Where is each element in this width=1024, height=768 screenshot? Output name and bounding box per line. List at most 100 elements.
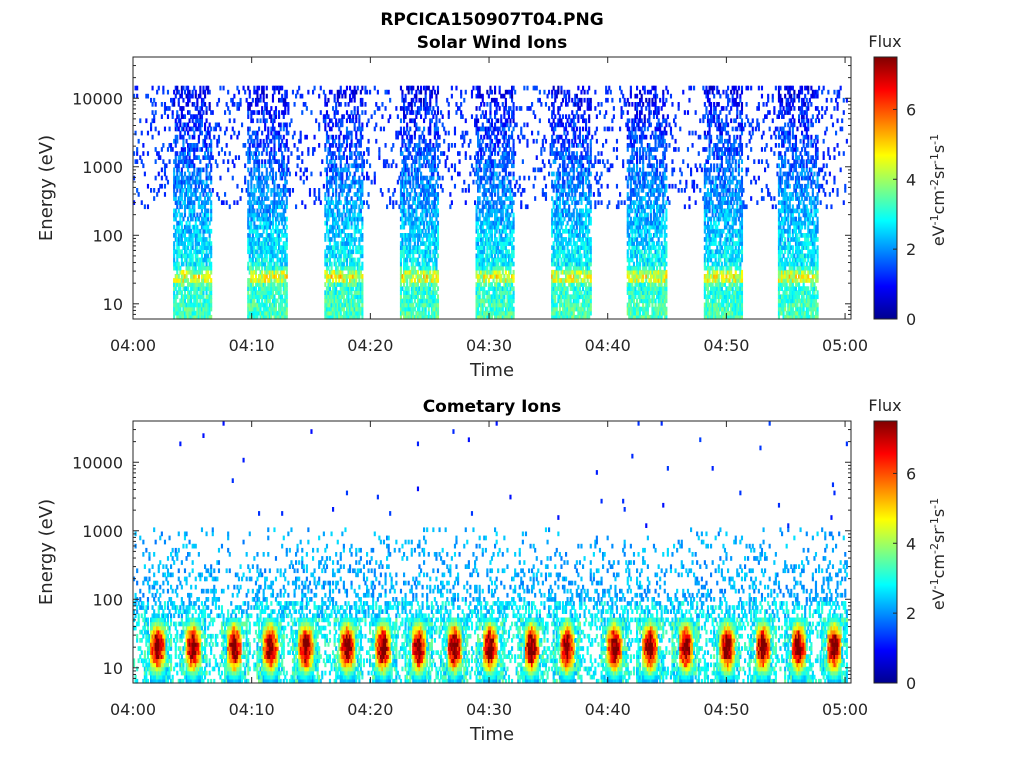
heatmap-cell bbox=[494, 290, 497, 295]
heatmap-cell bbox=[187, 204, 190, 210]
heatmap-cell bbox=[568, 216, 571, 222]
heatmap-cell bbox=[250, 257, 253, 263]
heatmap-cell bbox=[413, 245, 416, 250]
heatmap-cell bbox=[811, 302, 814, 308]
heatmap-cell bbox=[551, 294, 554, 300]
heatmap-cell bbox=[791, 282, 794, 287]
heatmap-cell bbox=[787, 208, 790, 214]
heatmap-cell bbox=[566, 257, 569, 263]
heatmap-cell bbox=[418, 274, 421, 279]
heatmap-cell bbox=[345, 306, 349, 312]
heatmap-cell bbox=[569, 302, 572, 308]
heatmap-cell bbox=[180, 294, 183, 300]
heatmap-cell bbox=[725, 208, 728, 214]
heatmap-cell bbox=[583, 212, 586, 218]
heatmap-cell bbox=[345, 282, 349, 287]
heatmap-cell bbox=[344, 245, 347, 250]
heatmap-cell bbox=[210, 306, 213, 312]
heatmap-cell bbox=[355, 294, 358, 300]
heatmap-cell bbox=[475, 298, 478, 304]
heatmap-cell bbox=[413, 265, 416, 271]
heatmap-cell bbox=[652, 261, 656, 267]
heatmap-cell bbox=[504, 286, 507, 291]
heatmap-cell bbox=[808, 269, 811, 275]
heatmap-cell bbox=[264, 212, 267, 218]
heatmap-cell bbox=[566, 265, 569, 271]
heatmap-cell bbox=[324, 212, 327, 218]
heatmap-cell bbox=[424, 282, 427, 287]
heatmap-cell bbox=[642, 286, 645, 291]
heatmap-cell bbox=[580, 310, 583, 316]
heatmap-cell bbox=[276, 241, 279, 246]
heatmap-cell bbox=[490, 274, 494, 279]
heatmap-cell bbox=[737, 278, 740, 283]
heatmap-cell bbox=[361, 216, 364, 222]
heatmap-cell bbox=[345, 278, 349, 283]
heatmap-cell bbox=[717, 278, 720, 283]
heatmap-cell bbox=[662, 257, 665, 263]
heatmap-cell bbox=[656, 241, 659, 246]
heatmap-cell bbox=[403, 237, 406, 242]
heatmap-cell bbox=[182, 278, 185, 283]
heatmap-cell bbox=[349, 302, 352, 308]
heatmap-cell bbox=[787, 253, 790, 259]
heatmap-cell bbox=[719, 241, 722, 246]
heatmap-cell bbox=[713, 274, 716, 279]
heatmap-cell bbox=[782, 220, 785, 226]
heatmap-cell bbox=[656, 278, 659, 283]
heatmap-cell bbox=[429, 269, 432, 275]
heatmap-cell bbox=[722, 302, 725, 308]
heatmap-cell bbox=[560, 282, 563, 287]
heatmap-cell bbox=[259, 278, 262, 283]
heatmap-cell bbox=[193, 274, 196, 279]
heatmap-cell bbox=[433, 237, 436, 242]
heatmap-cell bbox=[191, 212, 194, 218]
heatmap-cell bbox=[200, 314, 204, 320]
heatmap-cell bbox=[250, 224, 253, 230]
heatmap-cell bbox=[665, 274, 668, 279]
heatmap-cell bbox=[705, 310, 708, 316]
heatmap-cell bbox=[197, 261, 200, 267]
heatmap-cell bbox=[262, 245, 265, 250]
heatmap-cell bbox=[250, 208, 253, 214]
heatmap-cell bbox=[490, 245, 494, 250]
heatmap-cell bbox=[708, 265, 711, 271]
heatmap-cell bbox=[254, 274, 258, 279]
heatmap-cell bbox=[656, 257, 659, 263]
heatmap-cell bbox=[285, 282, 288, 287]
heatmap-cell bbox=[637, 306, 640, 312]
heatmap-cell bbox=[477, 274, 480, 279]
heatmap-cell bbox=[511, 228, 514, 234]
heatmap-cell bbox=[271, 237, 275, 242]
heatmap-cell bbox=[810, 298, 813, 304]
heatmap-cell bbox=[480, 208, 483, 214]
heatmap-cell bbox=[210, 245, 213, 250]
heatmap-cell bbox=[270, 282, 273, 287]
heatmap-cell bbox=[435, 224, 438, 230]
heatmap-cell bbox=[173, 253, 176, 259]
heatmap-cell bbox=[736, 310, 739, 316]
heatmap-cell bbox=[796, 220, 799, 226]
heatmap-cell bbox=[807, 224, 810, 230]
heatmap-cell bbox=[558, 282, 561, 287]
heatmap-cell bbox=[580, 216, 583, 222]
heatmap-cell bbox=[506, 274, 509, 279]
heatmap-cell bbox=[401, 224, 404, 230]
heatmap-cell bbox=[176, 265, 179, 271]
heatmap-cell bbox=[483, 282, 486, 287]
heatmap-cell bbox=[416, 294, 420, 300]
heatmap-cell bbox=[583, 302, 586, 308]
heatmap-cell bbox=[481, 302, 484, 308]
heatmap-cell bbox=[632, 302, 636, 308]
heatmap-cell bbox=[652, 269, 656, 275]
heatmap-cell bbox=[341, 294, 344, 300]
heatmap-cell bbox=[632, 261, 636, 267]
heatmap-cell bbox=[663, 306, 666, 312]
heatmap-cell bbox=[708, 241, 711, 246]
heatmap-cell bbox=[703, 253, 706, 259]
heatmap-cell bbox=[416, 228, 420, 234]
heatmap-cell bbox=[802, 302, 805, 308]
heatmap-cell bbox=[500, 278, 503, 283]
heatmap-cell bbox=[649, 298, 652, 304]
heatmap-cell bbox=[191, 245, 194, 250]
